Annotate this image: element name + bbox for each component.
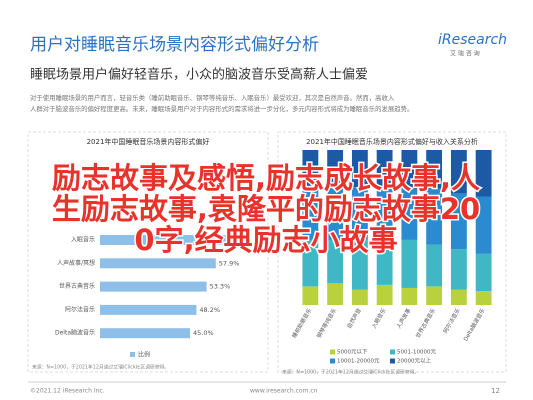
legend-label: 10001-20000元: [337, 358, 380, 365]
logo-sub: 艾 瑞 咨 询: [450, 50, 480, 58]
left-panel: [27, 131, 269, 373]
legend-swatch: [330, 358, 335, 364]
bar-segment: [450, 289, 467, 305]
legend-swatch: [130, 352, 135, 357]
bar-segment: [450, 249, 467, 290]
subtitle: 睡眠场景用户偏好轻音乐，小众的脑波音乐受高薪人士偏爱: [30, 67, 368, 83]
bar-segment: [376, 150, 393, 186]
bar-segment: [302, 286, 319, 305]
bar-segment: [302, 185, 319, 240]
bar-segment: [401, 188, 418, 240]
bar-segment: [327, 283, 344, 305]
legend-swatch: [390, 358, 395, 364]
y-tick-label: 世界古典音乐: [59, 282, 95, 290]
bar-segment: [401, 150, 418, 189]
bar-segment: [475, 150, 492, 197]
data-label: 53.3%: [210, 283, 231, 291]
bar-segment: [401, 287, 418, 305]
logo: iResearch: [438, 32, 507, 48]
bar-segment: [376, 284, 393, 305]
bar-segment: [327, 184, 344, 240]
bar: [100, 281, 207, 292]
bar-segment: [475, 196, 492, 254]
bar: [100, 235, 238, 245]
website: www.iresearch.com.cn: [250, 388, 318, 395]
bar-segment: [302, 150, 319, 186]
data-label: 57.9%: [219, 259, 240, 267]
data-label: 45.0%: [193, 329, 214, 337]
legend-label: 比例: [138, 351, 150, 359]
source: 来源：N=1000，于2021年12月通过艾瑞iClick社区调研获得。: [32, 364, 169, 371]
bar-segment: [302, 239, 319, 287]
y-tick-label: 阿尔法音乐: [65, 305, 95, 313]
right-panel: [277, 131, 507, 373]
legend-label: 5000元以下: [337, 349, 368, 356]
bar-segment: [475, 291, 492, 305]
chart-title: 2021年中国睡眠音乐场景内容形式偏好与收入关系分析: [306, 137, 478, 146]
copyright: ©2021.12 iResearch Inc.: [30, 388, 105, 395]
chart-title: 2021年中国睡眠音乐场景内容形式偏好: [87, 137, 210, 146]
bar-segment: [351, 289, 368, 305]
y-tick-label: 入眠音乐: [71, 236, 95, 244]
page-number: 12: [491, 387, 500, 395]
bar-segment: [351, 239, 368, 290]
bar-segment: [401, 239, 418, 288]
bar-segment: [475, 253, 492, 292]
legend-swatch: [390, 349, 395, 355]
y-tick-label: 人声故事/冥想: [57, 259, 95, 267]
bar-segment: [426, 286, 443, 305]
bar: [100, 328, 190, 339]
bar: [100, 304, 197, 315]
bar-segment: [351, 187, 368, 240]
data-label: 48.2%: [199, 306, 220, 314]
paragraph-line: 人群对于脑波音乐的偏好程度更高。未来，睡眠场景用户对于内容形式的需求将进一步分化…: [30, 104, 413, 113]
bar-segment: [327, 150, 344, 185]
bar-segment: [426, 188, 443, 245]
page-title: 用户对睡眠音乐场景内容形式偏好分析: [30, 35, 319, 55]
bar-segment: [376, 185, 393, 240]
legend-label: 20000元以上: [397, 357, 431, 365]
legend-label: 5001-10000元: [397, 349, 436, 356]
bar: [100, 258, 216, 269]
bar-segment: [450, 150, 467, 194]
bar-segment: [450, 193, 467, 250]
overlay: 励志故事及感悟,励志成长故事,人生励志故事,袁隆平的励志故事200字,经典励志小…: [50, 160, 481, 259]
overlay-line: 0字,经典励志小故事: [134, 223, 397, 257]
bar-segment: [426, 244, 443, 287]
source: 来源：N=1000，于2021年12月通过艾瑞iClick社区调研获得。: [282, 369, 419, 376]
overlay-line: 励志故事及感悟,励志成长故事,人: [52, 161, 480, 195]
bar-segment: [426, 150, 443, 189]
paragraph-line: 对于使用睡眠场景的用户而言，轻音乐类（睡前助眠音乐、钢琴等纯音乐、入眠音乐）最受…: [30, 93, 395, 102]
bar-segment: [327, 239, 344, 284]
legend-swatch: [330, 349, 335, 355]
y-tick-label: Delta脑波音乐: [55, 329, 95, 337]
bar-segment: [351, 150, 368, 188]
overlay-line: 生励志故事,袁隆平的励志故事20: [52, 192, 480, 226]
bar-segment: [376, 239, 393, 285]
